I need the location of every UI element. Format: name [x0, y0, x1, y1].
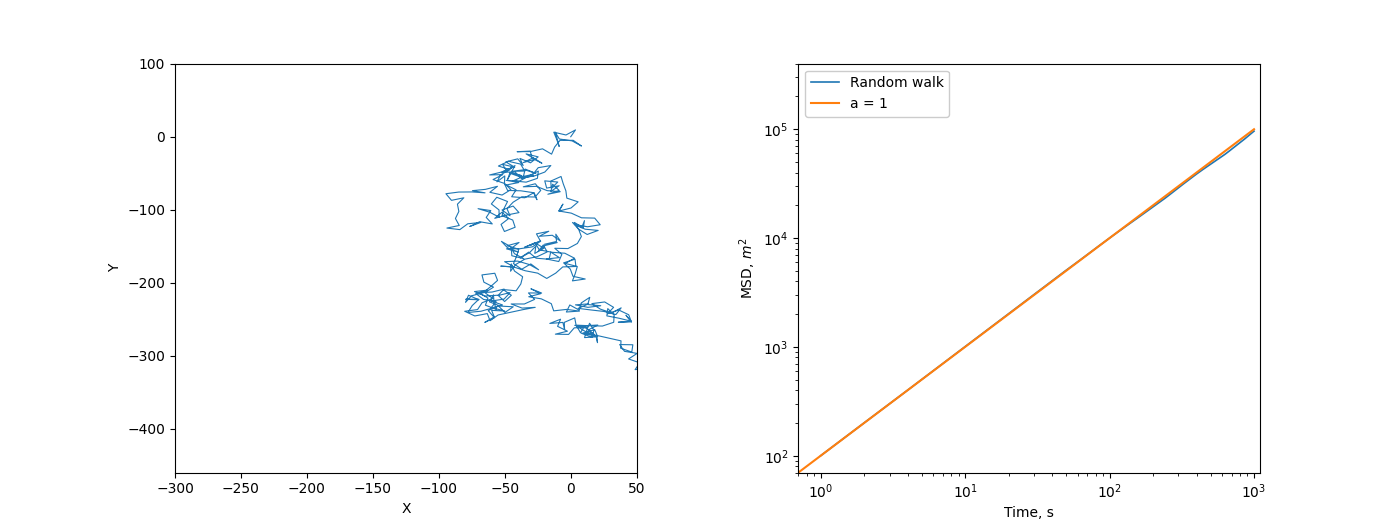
Legend: Random walk, a = 1: Random walk, a = 1 [805, 71, 949, 117]
Random walk [1103, 234, 1120, 240]
Random walk [1246, 128, 1263, 134]
Y-axis label: Y: Y [108, 264, 122, 272]
a = 1 [791, 468, 808, 475]
X-axis label: X: X [402, 502, 410, 516]
a = 1 [1246, 126, 1263, 132]
Random walk [1232, 140, 1249, 146]
Line: Random walk: Random walk [820, 131, 1254, 456]
a = 1 [1068, 259, 1085, 266]
Line: a = 1: a = 1 [798, 129, 1254, 473]
Random walk [1194, 166, 1211, 173]
X-axis label: Time, s: Time, s [1004, 507, 1054, 520]
Y-axis label: MSD, $m^2$: MSD, $m^2$ [736, 237, 757, 299]
a = 1 [1175, 180, 1191, 186]
a = 1 [1061, 265, 1078, 271]
Random walk [812, 452, 829, 459]
Random walk [1231, 141, 1247, 147]
Random walk [1189, 170, 1205, 177]
a = 1 [1060, 266, 1077, 272]
Random walk [1222, 147, 1239, 153]
a = 1 [790, 469, 806, 476]
a = 1 [1203, 158, 1219, 165]
